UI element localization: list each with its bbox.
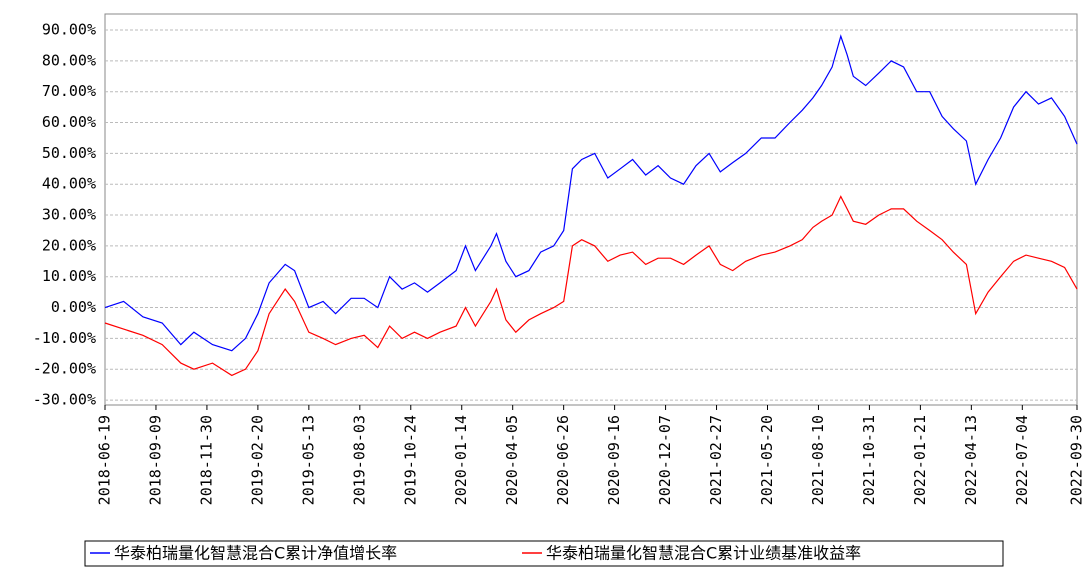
x-tick-label: 2021-05-20 [758, 415, 776, 505]
legend-label: 华泰柏瑞量化智慧混合C累计净值增长率 [114, 544, 397, 563]
legend-box [84, 540, 1004, 567]
x-tick-label: 2019-02-20 [248, 415, 266, 505]
x-tick-label: 2019-08-03 [350, 415, 368, 505]
x-tick-label: 2021-02-27 [707, 415, 725, 505]
x-tick-label: 2019-10-24 [401, 415, 419, 505]
x-tick-label: 2022-04-13 [962, 415, 980, 505]
y-tick-label: -20.00% [33, 360, 96, 378]
plot-frame [104, 13, 1078, 406]
x-tick-label: 2020-09-16 [605, 415, 623, 505]
x-tick-label: 2020-04-05 [503, 415, 521, 505]
x-tick-label: 2021-10-31 [860, 415, 878, 505]
y-tick-label: 60.00% [42, 113, 96, 131]
y-tick-label: -30.00% [33, 391, 96, 409]
x-tick-label: 2020-12-07 [656, 415, 674, 505]
x-tick-label: 2018-09-09 [146, 415, 164, 505]
y-tick-label: 30.00% [42, 206, 96, 224]
x-tick-label: 2018-06-19 [96, 415, 114, 505]
y-tick-label: 50.00% [42, 144, 96, 162]
y-tick-label: 40.00% [42, 175, 96, 193]
y-tick-label: -10.00% [33, 329, 96, 347]
y-tick-label: 10.00% [42, 267, 96, 285]
y-tick-label: 20.00% [42, 236, 96, 254]
legend-label: 华泰柏瑞量化智慧混合C累计业绩基准收益率 [546, 544, 861, 563]
x-tick-label: 2021-08-10 [809, 415, 827, 505]
x-tick-label: 2020-01-14 [452, 415, 470, 505]
y-tick-label: 90.00% [42, 21, 96, 39]
x-tick-label: 2018-11-30 [197, 415, 215, 505]
x-tick-label: 2022-01-21 [911, 415, 929, 505]
x-tick-label: 2022-07-04 [1013, 415, 1031, 505]
y-tick-label: 0.00% [51, 298, 96, 316]
x-tick-label: 2022-09-30 [1068, 415, 1083, 505]
x-tick-label: 2020-06-26 [554, 415, 572, 505]
y-tick-label: 70.00% [42, 82, 96, 100]
y-tick-label: 80.00% [42, 51, 96, 69]
series-line [104, 195, 1078, 377]
x-tick-label: 2019-05-13 [299, 415, 317, 505]
series-line [104, 34, 1078, 352]
